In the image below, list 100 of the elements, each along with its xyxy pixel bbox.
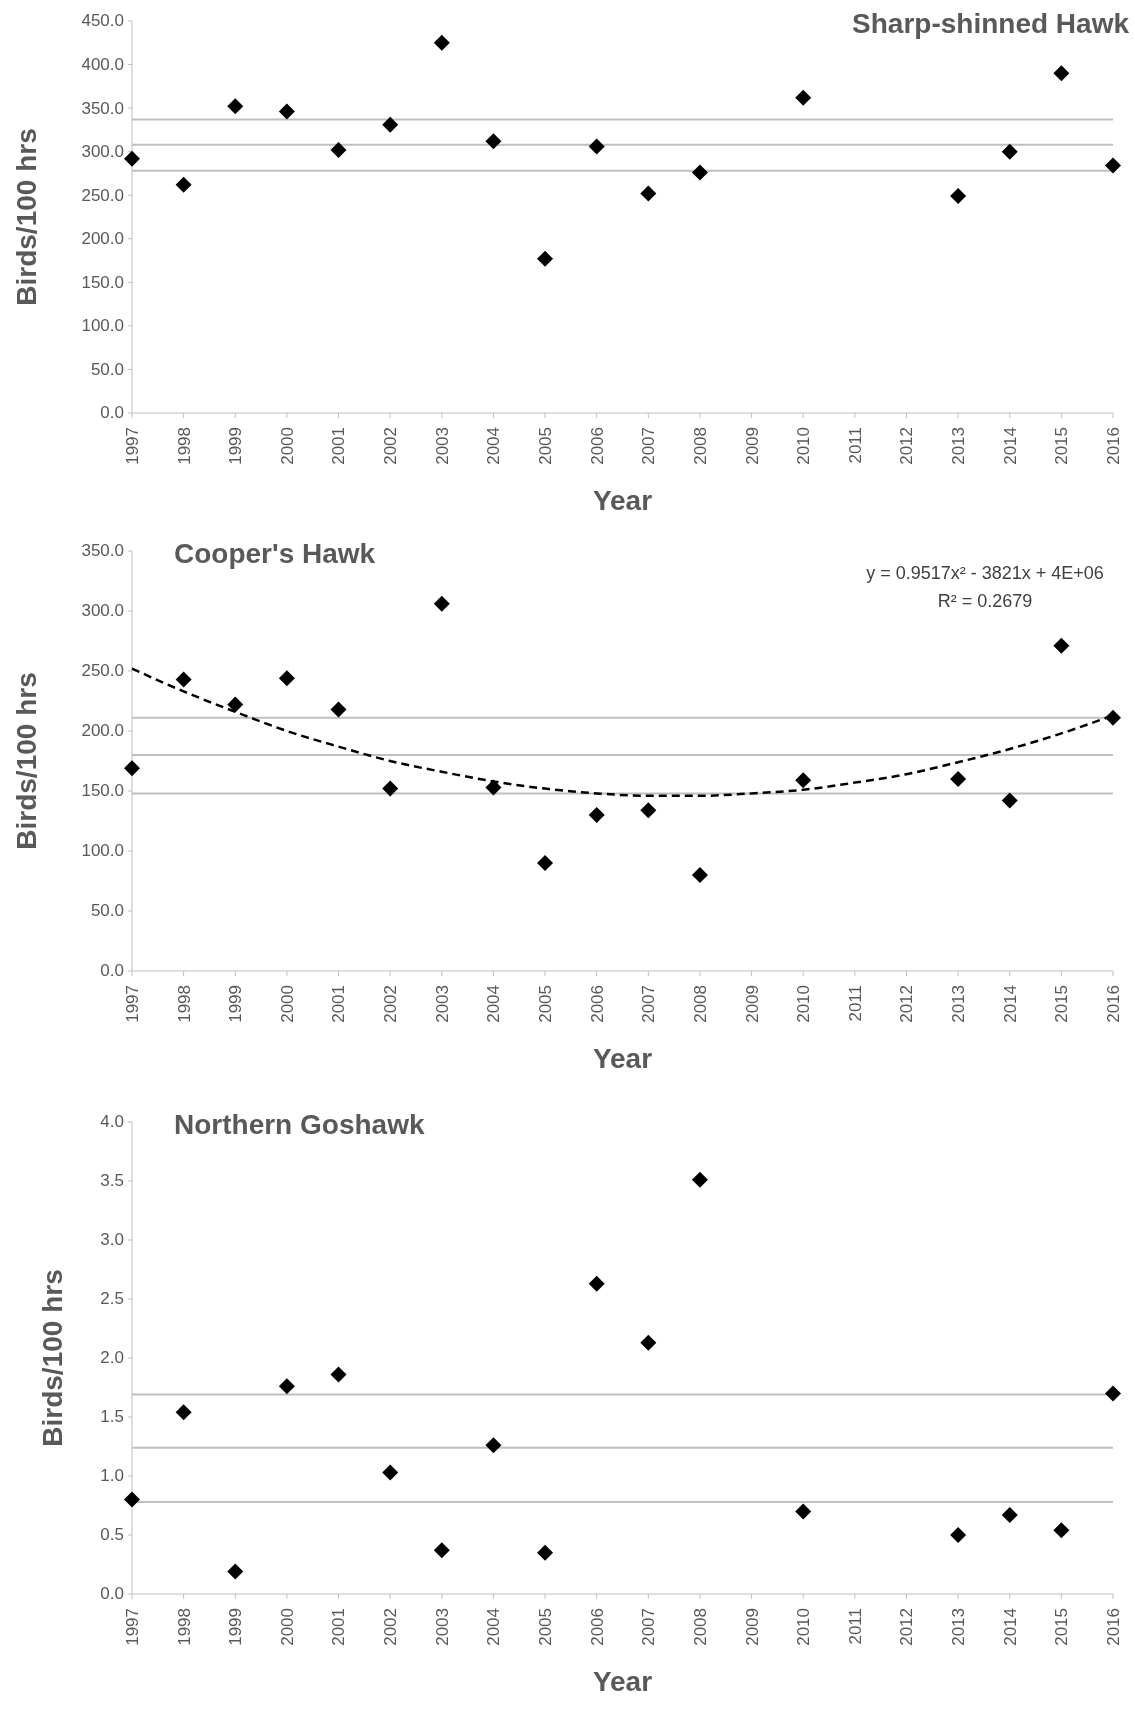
point: [1053, 65, 1070, 82]
point: [1053, 1522, 1070, 1539]
y-tick-label: 300.0: [81, 601, 124, 621]
point: [691, 867, 708, 883]
point: [124, 150, 140, 167]
point: [227, 98, 244, 115]
point: [1105, 157, 1121, 174]
y-tick-label: 150.0: [81, 272, 124, 292]
point: [795, 772, 812, 789]
y-tick-label: 250.0: [81, 661, 124, 681]
x-tick-label: 2009: [742, 985, 762, 1023]
x-tick-label: 2000: [277, 427, 297, 465]
y-tick-label: 4.0: [100, 1112, 124, 1132]
x-tick-label: 2011: [845, 985, 865, 1022]
x-tick-label: 1999: [226, 985, 246, 1023]
x-tick-label: 2010: [794, 427, 814, 465]
x-tick-label: 2013: [949, 427, 969, 465]
annotation: R² = 0.2679: [937, 591, 1033, 611]
y-tick-label: 100.0: [81, 841, 124, 861]
x-tick-label: 2001: [329, 1608, 349, 1646]
x-tick-label: 1998: [174, 1608, 194, 1646]
x-tick-label: 2008: [690, 427, 710, 465]
x-tick-label: 2006: [587, 427, 607, 465]
point: [691, 164, 708, 181]
x-tick-label: 2000: [277, 985, 297, 1023]
x-tick-label: 2005: [536, 1608, 555, 1646]
point: [124, 760, 140, 777]
point: [485, 779, 502, 796]
y-axis-title: Birds/100 hrs: [11, 672, 42, 850]
x-tick-label: 1999: [226, 1608, 246, 1646]
x-tick-label: 2011: [845, 427, 865, 464]
point: [588, 807, 605, 823]
x-tick-label: 2004: [484, 1608, 504, 1646]
x-tick-label: 2016: [1103, 985, 1123, 1023]
point: [433, 595, 450, 612]
y-axis-title: Birds/100 hrs: [37, 1269, 68, 1447]
y-tick-label: 50.0: [90, 359, 124, 379]
point: [950, 771, 967, 787]
x-tick-label: 2016: [1103, 1608, 1123, 1646]
point: [175, 671, 192, 688]
x-tick-label: 2012: [897, 985, 917, 1023]
point: [950, 1527, 967, 1543]
x-tick-label: 2015: [1052, 1608, 1072, 1646]
point: [124, 1491, 140, 1508]
point: [382, 780, 399, 797]
point: [1001, 1506, 1018, 1523]
point: [278, 103, 295, 120]
x-tick-label: 2003: [432, 985, 452, 1023]
chart-title: Sharp-shinned Hawk: [852, 8, 1130, 39]
x-tick-label: 2007: [639, 1608, 659, 1646]
y-tick-label: 350.0: [81, 541, 124, 561]
x-tick-label: 2009: [742, 1608, 762, 1646]
x-tick-label: 2006: [587, 985, 607, 1023]
x-tick-label: 2008: [690, 1608, 710, 1646]
y-tick-label: 3.0: [100, 1230, 124, 1250]
x-tick-label: 2012: [897, 1608, 917, 1646]
x-tick-label: 2001: [329, 427, 349, 465]
x-tick-label: 2004: [484, 985, 504, 1023]
y-tick-label: 1.5: [100, 1407, 124, 1427]
x-tick-label: 2005: [536, 427, 555, 465]
chart-title: Northern Goshawk: [174, 1109, 425, 1140]
chart-title: Cooper's Hawk: [174, 538, 376, 569]
x-tick-label: 2000: [277, 1608, 297, 1646]
y-tick-label: 3.5: [100, 1171, 124, 1191]
point: [795, 89, 812, 106]
y-tick-label: 250.0: [81, 185, 124, 205]
point: [640, 1334, 657, 1351]
x-tick-label: 1999: [226, 427, 246, 465]
x-tick-label: 2014: [1000, 985, 1020, 1023]
y-tick-label: 450.0: [81, 11, 124, 31]
point: [175, 176, 192, 193]
x-tick-label: 2004: [484, 427, 504, 465]
x-axis-title: Year: [592, 1043, 653, 1074]
y-tick-label: 2.5: [100, 1289, 124, 1309]
point: [382, 116, 399, 133]
y-tick-label: 1.0: [100, 1466, 124, 1486]
point: [1001, 143, 1018, 160]
x-tick-label: 1998: [174, 985, 194, 1023]
y-tick-label: 0.5: [100, 1525, 124, 1545]
x-tick-label: 1997: [122, 1608, 142, 1646]
annotation: y = 0.9517x² - 3821x + 4E+06: [866, 563, 1104, 583]
point: [1001, 792, 1018, 809]
x-tick-label: 2001: [329, 985, 349, 1023]
point: [433, 34, 450, 51]
point: [1105, 1385, 1121, 1402]
point: [537, 250, 554, 267]
y-tick-label: 0.0: [100, 1584, 124, 1604]
x-axis-title: Year: [592, 1666, 653, 1697]
point: [227, 696, 244, 713]
x-tick-label: 2014: [1000, 1608, 1020, 1646]
x-tick-label: 2012: [897, 427, 917, 465]
y-tick-label: 0.0: [100, 403, 124, 423]
y-axis-title: Birds/100 hrs: [11, 128, 42, 306]
x-tick-label: 2016: [1103, 427, 1123, 465]
x-tick-label: 2013: [949, 1608, 969, 1646]
x-tick-label: 2013: [949, 985, 969, 1023]
y-tick-label: 400.0: [81, 55, 124, 74]
point: [278, 1378, 295, 1395]
x-tick-label: 1997: [122, 985, 142, 1023]
point: [588, 1275, 605, 1292]
